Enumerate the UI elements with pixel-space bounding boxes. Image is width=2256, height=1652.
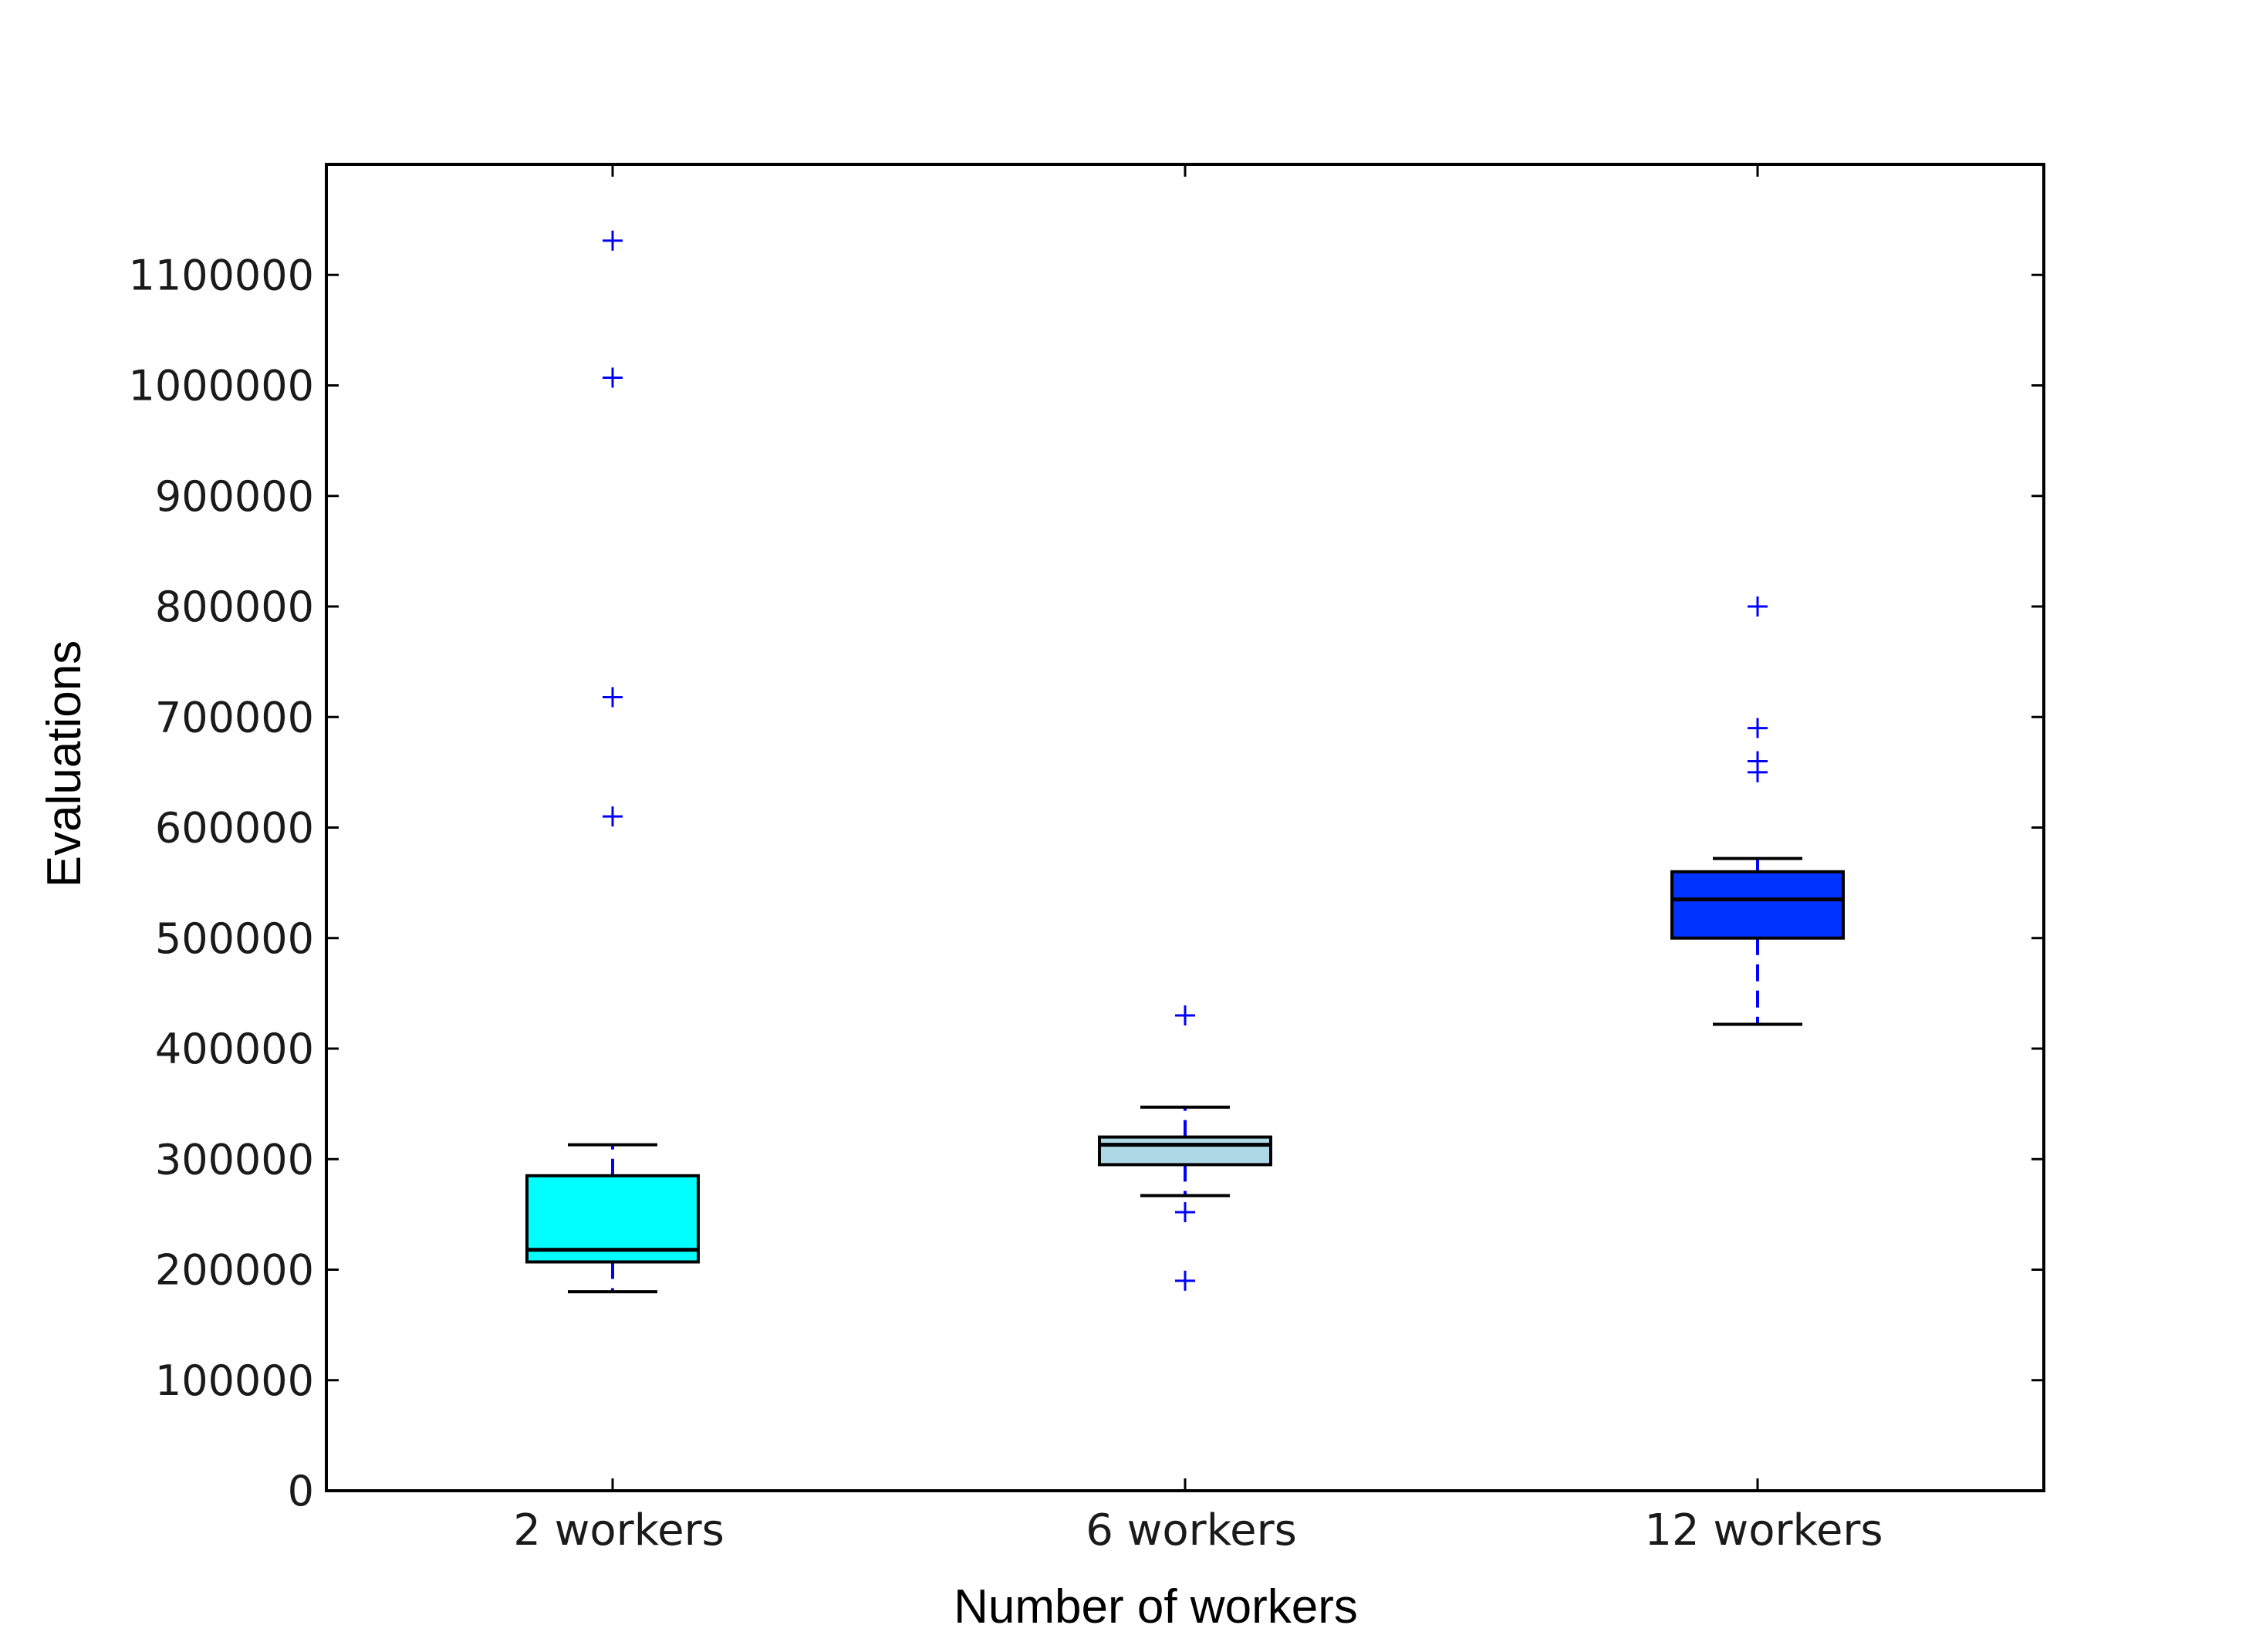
- outlier-point: [1175, 1270, 1195, 1291]
- y-tick-label: 100000: [155, 1356, 314, 1405]
- y-tick-label: 0: [288, 1467, 314, 1515]
- outlier-point: [603, 687, 623, 708]
- box-group-2: [1098, 1005, 1272, 1291]
- outlier-point: [1175, 1005, 1195, 1026]
- x-tick-label: 6 workers: [1086, 1505, 1297, 1556]
- y-tick-label: 900000: [155, 472, 314, 521]
- y-axis-title: Evaluations: [38, 640, 91, 888]
- x-axis-title: Number of workers: [954, 1580, 1358, 1633]
- y-tick-label: 700000: [155, 693, 314, 742]
- axes: 0 100000 200000 300000 400000 500000 600000 700…: [129, 163, 2045, 1556]
- outlier-point: [1175, 1202, 1195, 1223]
- y-tick-label: 200000: [155, 1246, 314, 1295]
- outlier-point: [603, 806, 623, 827]
- outlier-point: [1748, 718, 1768, 738]
- box-group-3: [1670, 596, 1845, 1026]
- box: [1670, 870, 1845, 940]
- box-plot-marks: [525, 230, 1845, 1294]
- box: [1098, 1135, 1272, 1167]
- box: [525, 1174, 700, 1264]
- y-tick-label: 800000: [155, 583, 314, 631]
- x-tick-label: 12 workers: [1644, 1505, 1883, 1556]
- y-tick-label: 400000: [155, 1025, 314, 1073]
- box-group-1: [525, 230, 700, 1294]
- y-tick-label: 1000000: [129, 362, 315, 410]
- y-tick-label: 500000: [155, 914, 314, 963]
- y-tick-label: 600000: [155, 804, 314, 853]
- y-tick-label: 300000: [155, 1135, 314, 1184]
- outlier-point: [603, 367, 623, 388]
- outlier-point: [1748, 751, 1768, 772]
- y-tick-label: 1100000: [129, 251, 315, 299]
- outlier-point: [603, 230, 623, 251]
- outlier-point: [1748, 596, 1768, 617]
- x-tick-label: 2 workers: [513, 1505, 724, 1556]
